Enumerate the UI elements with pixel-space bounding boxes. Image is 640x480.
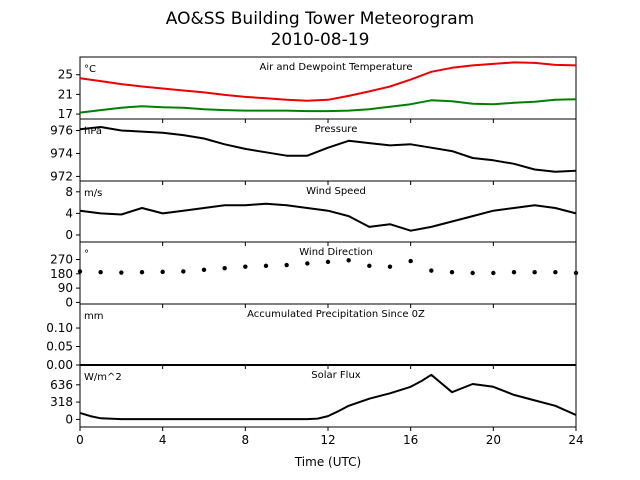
wind-direction-ytick-label: 270 bbox=[50, 252, 73, 266]
solar-flux-series-line-1 bbox=[79, 373, 577, 421]
temperature-unit: °C bbox=[84, 64, 96, 75]
solar-flux-ytick-label: 318 bbox=[50, 395, 73, 409]
solar-flux-panel: 0 318 636 Solar Flux W/m^2 bbox=[50, 364, 577, 431]
wind-direction-point bbox=[346, 258, 351, 263]
pressure-unit: hPa bbox=[84, 126, 102, 137]
wind-direction-ytick-label: 180 bbox=[50, 267, 73, 281]
temperature-series-line-2 bbox=[79, 98, 577, 114]
wind-direction-point bbox=[284, 262, 289, 268]
solar-flux-ytick-label: 0 bbox=[65, 412, 73, 426]
wind-direction-point bbox=[429, 268, 434, 273]
wind-direction-point bbox=[387, 264, 393, 269]
wind-direction-title: Wind Direction bbox=[299, 247, 373, 258]
wind-direction-point bbox=[470, 270, 475, 276]
precipitation-unit: mm bbox=[84, 311, 103, 322]
wind-speed-title: Wind Speed bbox=[306, 186, 366, 197]
x-tick-label: 12 bbox=[320, 433, 335, 447]
x-tick-label: 8 bbox=[242, 433, 250, 447]
wind-direction-point bbox=[98, 270, 103, 275]
x-axis-label: Time (UTC) bbox=[294, 455, 361, 469]
pressure-ytick-label: 972 bbox=[50, 169, 73, 183]
wind-direction-point bbox=[305, 261, 310, 266]
temperature-ytick-label: 25 bbox=[58, 68, 73, 82]
wind-direction-point bbox=[408, 258, 413, 264]
wind-direction-ytick-label: 0 bbox=[65, 295, 73, 309]
wind-direction-point bbox=[573, 270, 579, 276]
wind-direction-unit: ° bbox=[84, 249, 89, 260]
wind-direction-point bbox=[491, 270, 496, 276]
precipitation-title: Accumulated Precipitation Since 0Z bbox=[247, 309, 425, 320]
wind-direction-point bbox=[77, 269, 83, 274]
precipitation-ytick-label: 0.05 bbox=[46, 340, 73, 354]
pressure-ytick-label: 976 bbox=[50, 123, 73, 137]
temperature-ytick-label: 21 bbox=[58, 87, 73, 101]
x-tick-label: 0 bbox=[76, 433, 84, 447]
wind-direction-point bbox=[160, 269, 165, 275]
wind-speed-unit: m/s bbox=[84, 188, 102, 199]
wind-direction-point bbox=[511, 270, 517, 275]
wind-direction-point bbox=[201, 267, 207, 273]
x-tick-label: 4 bbox=[159, 433, 167, 447]
wind-direction-point bbox=[139, 270, 145, 275]
wind-direction-point bbox=[449, 270, 455, 275]
wind-direction-point bbox=[367, 263, 372, 269]
pressure-series-line-1 bbox=[79, 126, 577, 173]
solar-flux-title: Solar Flux bbox=[311, 370, 361, 381]
wind-speed-ytick-label: 0 bbox=[65, 228, 73, 242]
wind-direction-point bbox=[532, 270, 537, 275]
temperature-title: Air and Dewpoint Temperature bbox=[260, 62, 413, 73]
wind-direction-point bbox=[243, 264, 248, 269]
x-tick-label: 20 bbox=[486, 433, 501, 447]
wind-speed-ytick-label: 8 bbox=[65, 185, 73, 199]
figure-title: AO&SS Building Tower Meteorogram bbox=[166, 9, 474, 29]
wind-speed-series-line-1 bbox=[79, 202, 577, 232]
wind-direction-point bbox=[263, 263, 269, 269]
wind-direction-point bbox=[222, 266, 227, 271]
pressure-ytick-label: 974 bbox=[50, 146, 73, 160]
wind-speed-ytick-label: 4 bbox=[65, 206, 73, 220]
precipitation-ytick-label: 0.00 bbox=[46, 358, 73, 372]
precipitation-ytick-label: 0.10 bbox=[46, 321, 73, 335]
temperature-series-line-1 bbox=[79, 61, 577, 102]
x-tick-label: 24 bbox=[568, 433, 583, 447]
x-tick-label: 16 bbox=[403, 433, 418, 447]
solar-flux-ytick-label: 636 bbox=[50, 378, 73, 392]
wind-direction-point bbox=[119, 270, 124, 275]
wind-direction-ytick-label: 90 bbox=[58, 281, 73, 295]
figure-subtitle: 2010-08-19 bbox=[271, 30, 370, 50]
pressure-title: Pressure bbox=[315, 124, 358, 135]
wind-direction-point bbox=[181, 269, 186, 274]
wind-direction-point bbox=[325, 259, 331, 265]
solar-flux-unit: W/m^2 bbox=[84, 372, 122, 383]
wind-direction-point bbox=[553, 270, 558, 275]
temperature-ytick-label: 17 bbox=[58, 107, 73, 121]
panels-group: 17 21 25 Air and Dewpoint Temperature °C 972 9… bbox=[46, 56, 584, 447]
